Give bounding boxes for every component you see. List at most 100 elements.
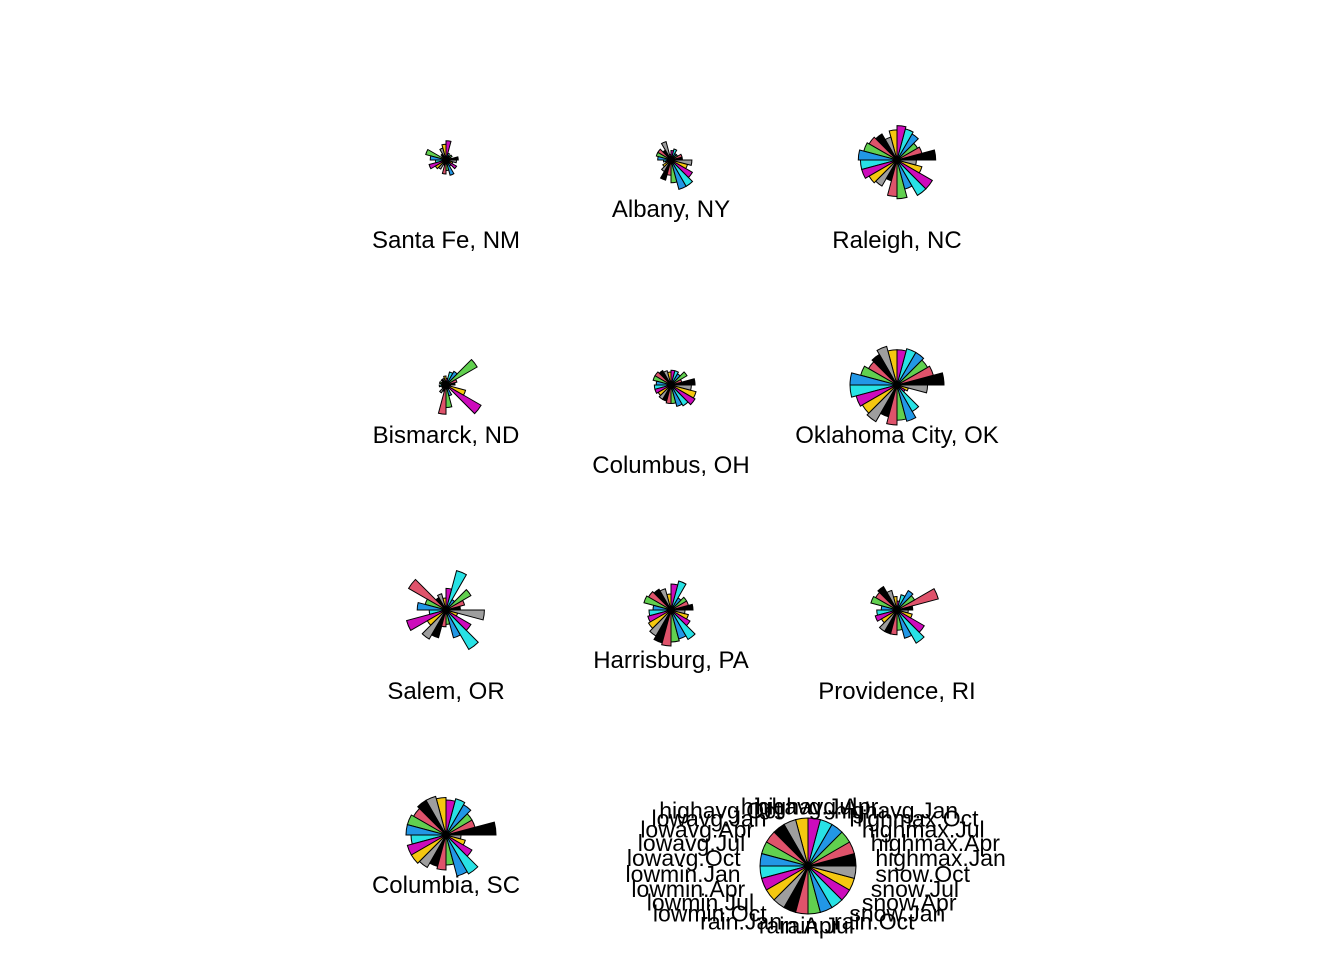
star-segment bbox=[896, 609, 909, 614]
star-segment bbox=[877, 585, 898, 611]
star-segment bbox=[896, 348, 917, 386]
star-segment bbox=[896, 594, 906, 611]
key-label: highmax.Oct bbox=[849, 806, 979, 832]
star-segment bbox=[889, 609, 898, 636]
key-label: lowavg.Apr bbox=[640, 817, 754, 843]
key-label: highavg.Jan bbox=[834, 798, 958, 824]
star-segment bbox=[445, 159, 458, 170]
key-label: snow.Jul bbox=[871, 876, 959, 902]
star-segment bbox=[445, 834, 473, 857]
star-segment bbox=[670, 384, 696, 406]
key-label: lowmin.Jan bbox=[626, 861, 741, 887]
star-segment bbox=[868, 159, 898, 184]
star-segment bbox=[670, 596, 688, 611]
key-label: rain.Oct bbox=[834, 908, 915, 934]
star-segment bbox=[652, 375, 672, 386]
star-segment bbox=[896, 384, 920, 413]
star-segment bbox=[896, 589, 914, 611]
star-segment bbox=[425, 148, 447, 161]
star-segment bbox=[670, 580, 687, 611]
star-segment bbox=[445, 140, 452, 161]
city-label: Columbia, SC bbox=[372, 872, 520, 899]
star-segment bbox=[670, 609, 686, 615]
star-segment bbox=[445, 609, 472, 632]
star-segment bbox=[896, 125, 907, 161]
key-label: rain.Apr bbox=[759, 912, 840, 938]
city-stars: Santa Fe, NM Albany, NY Raleigh, NC Bismarc… bbox=[372, 125, 999, 899]
star-segment bbox=[659, 159, 672, 181]
city-label: Providence, RI bbox=[818, 678, 975, 705]
star-segment bbox=[441, 159, 447, 175]
star-segment bbox=[445, 371, 454, 386]
key-label: rain.Jan bbox=[700, 908, 782, 934]
star-segment bbox=[445, 370, 458, 386]
city-star: Raleigh, NC bbox=[832, 125, 962, 254]
star-segment bbox=[445, 588, 472, 611]
star-segment bbox=[445, 587, 453, 611]
star-segment bbox=[896, 159, 934, 190]
city-label: Columbus, OH bbox=[592, 452, 749, 479]
star-segment bbox=[429, 155, 447, 161]
star-segment bbox=[445, 834, 466, 846]
star-segment bbox=[445, 834, 479, 875]
key-label: snow.Oct bbox=[875, 861, 970, 887]
city-star: Harrisburg, PA bbox=[593, 580, 749, 674]
star-segment bbox=[670, 159, 693, 167]
star-segment bbox=[670, 371, 688, 386]
star-segment bbox=[871, 353, 898, 386]
key-label: lowavg.Jul bbox=[638, 830, 745, 856]
star-segment bbox=[657, 155, 672, 161]
star-segment bbox=[436, 834, 447, 871]
key-label: lowmin.Apr bbox=[631, 876, 745, 902]
star-segment bbox=[405, 824, 447, 836]
city-label: Albany, NY bbox=[612, 196, 730, 223]
star-segment bbox=[896, 609, 913, 619]
city-star: Salem, OR bbox=[387, 569, 505, 705]
star-segment bbox=[421, 609, 447, 640]
key-label: snow.Jan bbox=[849, 901, 945, 927]
key-label: highmax.Jan bbox=[875, 845, 1005, 871]
key-label: highavg.Oct bbox=[659, 798, 782, 824]
star-segment bbox=[670, 159, 694, 188]
star-segment bbox=[417, 799, 447, 836]
star-segment bbox=[875, 159, 898, 187]
star-segment bbox=[896, 609, 925, 633]
star-segment bbox=[670, 384, 692, 391]
star-segment bbox=[445, 569, 468, 611]
star-segment bbox=[655, 151, 672, 161]
star-segment bbox=[407, 578, 447, 611]
city-label: Harrisburg, PA bbox=[593, 647, 749, 674]
city-label: Raleigh, NC bbox=[832, 227, 961, 254]
star-segment bbox=[441, 609, 447, 628]
star-segment bbox=[896, 609, 925, 644]
key-segment bbox=[807, 865, 857, 880]
star-segment bbox=[670, 583, 679, 611]
star-segment bbox=[445, 609, 479, 651]
key-label: lowmin.Oct bbox=[653, 901, 767, 927]
star-segment bbox=[445, 384, 452, 387]
star-segment bbox=[445, 159, 458, 164]
star-segment bbox=[437, 384, 447, 415]
star-segment bbox=[896, 587, 939, 611]
city-label: Santa Fe, NM bbox=[372, 227, 520, 254]
star-segment bbox=[870, 595, 898, 611]
star-segment bbox=[670, 609, 696, 641]
key-label: lowmin.Jul bbox=[647, 889, 754, 915]
city-star: Columbia, SC bbox=[372, 795, 520, 899]
star-segment bbox=[445, 384, 467, 396]
star-segment bbox=[445, 384, 482, 415]
star-segment bbox=[416, 601, 447, 611]
star-segment bbox=[855, 384, 898, 407]
star-segment bbox=[670, 384, 697, 399]
star-segment bbox=[643, 595, 672, 611]
key-label: lowavg.Oct bbox=[627, 845, 741, 871]
key-label: highavg.Apr bbox=[756, 794, 879, 820]
key-label: snow.Apr bbox=[862, 889, 957, 915]
star-segment bbox=[430, 609, 447, 639]
city-label: Salem, OR bbox=[387, 678, 504, 705]
star-segment bbox=[445, 834, 462, 840]
star-segment bbox=[405, 609, 447, 632]
star-segment bbox=[670, 149, 675, 161]
city-label: Oklahoma City, OK bbox=[795, 422, 999, 449]
legend-key: highmax.Janhighmax.Aprhighmax.Julhighmax… bbox=[626, 794, 1006, 939]
